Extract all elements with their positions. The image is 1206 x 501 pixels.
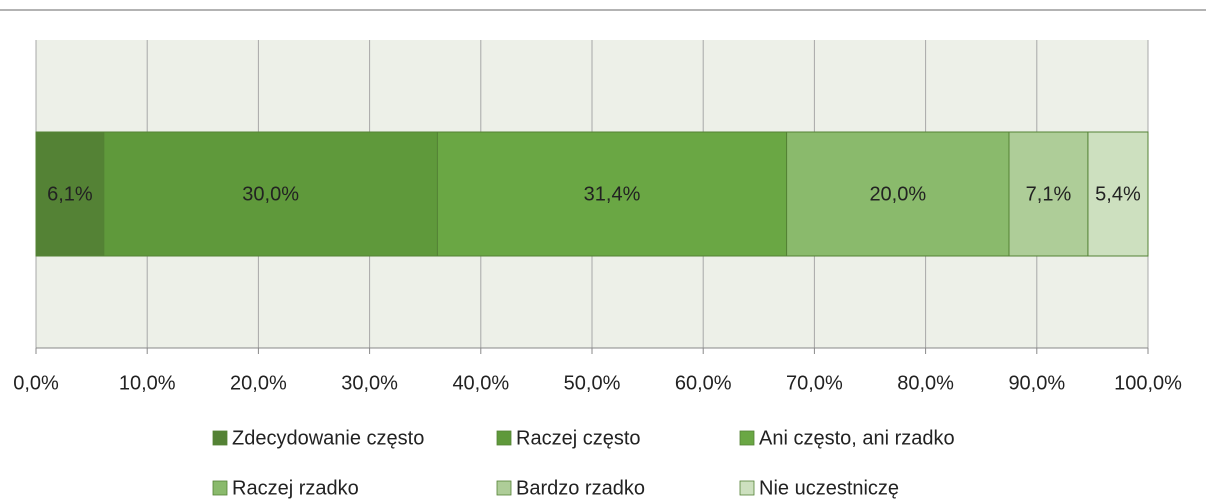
x-tick-label: 70,0%	[786, 372, 843, 394]
data-label: 5,4%	[1095, 183, 1141, 205]
x-tick-label: 10,0%	[119, 372, 176, 394]
legend-label: Ani często, ani rzadko	[759, 427, 955, 449]
x-tick-label: 60,0%	[675, 372, 732, 394]
legend-label: Raczej często	[516, 427, 641, 449]
x-tick-label: 80,0%	[897, 372, 954, 394]
bar-segment	[1008, 131, 1089, 257]
legend-swatch	[212, 480, 228, 496]
x-tick-label: 50,0%	[564, 372, 621, 394]
legend-label: Nie uczestniczę	[759, 477, 899, 499]
bar-segment	[436, 131, 788, 257]
legend-swatch	[496, 480, 512, 496]
data-label: 6,1%	[47, 183, 93, 205]
bar-segment	[103, 131, 438, 257]
data-label: 30,0%	[242, 183, 299, 205]
x-tick-label: 40,0%	[452, 372, 509, 394]
legend-swatch	[739, 480, 755, 496]
legend-label: Zdecydowanie często	[232, 427, 424, 449]
data-label: 31,4%	[584, 183, 641, 205]
legend-swatch	[739, 430, 755, 446]
data-label: 7,1%	[1026, 183, 1072, 205]
legend-swatch	[212, 430, 228, 446]
x-tick-label: 90,0%	[1008, 372, 1065, 394]
data-label: 20,0%	[869, 183, 926, 205]
legend-label: Raczej rzadko	[232, 477, 359, 499]
x-tick-label: 0,0%	[13, 372, 59, 394]
legend-swatch	[496, 430, 512, 446]
x-tick-label: 100,0%	[1114, 372, 1182, 394]
x-tick-label: 30,0%	[341, 372, 398, 394]
x-tick-label: 20,0%	[230, 372, 287, 394]
legend-label: Bardzo rzadko	[516, 477, 645, 499]
bar-segment	[786, 131, 1010, 257]
bar-segment	[1087, 131, 1149, 257]
